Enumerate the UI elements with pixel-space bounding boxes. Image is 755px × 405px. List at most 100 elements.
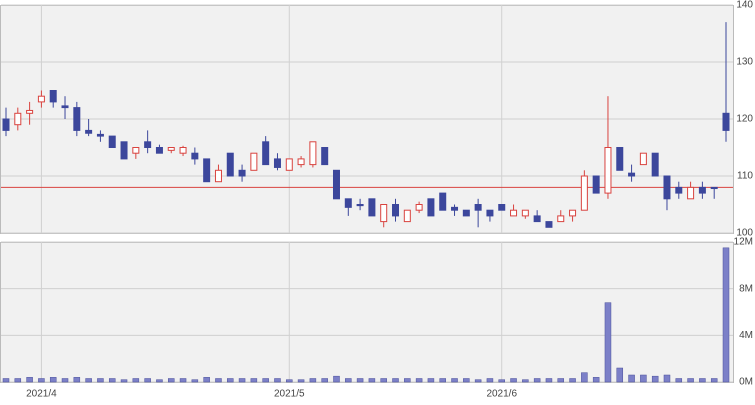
volume-bar [297,379,305,383]
candle-body [639,152,647,166]
volume-bar [592,377,600,383]
volume-bar [498,379,505,383]
candle-body [569,209,577,217]
volume-bar [380,378,387,383]
volume-bar [274,378,281,383]
candle-body [191,152,199,160]
volume-bar [333,375,340,383]
volume-bar [156,379,163,383]
candle-body [26,109,34,114]
volume-tick-label: 4M [739,330,753,341]
volume-bar [356,378,364,383]
volume-bar [179,378,187,383]
candle-body [439,192,447,211]
y-tick-label: 120 [736,114,753,125]
volume-bar [144,378,151,383]
candle-body [273,158,281,168]
candle-body [2,118,10,131]
y-tick-label: 110 [737,171,753,182]
candle-body [226,152,234,177]
volume-bar [61,378,69,383]
candle-body [203,158,211,183]
candle-body [427,198,435,217]
volume-bar [628,374,635,383]
volume-bar [451,378,458,383]
candle-body [132,147,140,154]
y-tick-label: 130 [736,57,753,68]
volume-bar [2,378,10,383]
volume-bar [321,378,328,383]
volume-bar [167,378,175,383]
volume-bar [569,378,576,383]
volume-bar [545,378,553,383]
candle-body [651,152,659,177]
x-tick-label: 2021/6 [486,389,517,400]
candle-body [238,169,246,177]
candle-body [37,95,45,103]
candle-body [321,147,329,166]
candle-body [663,175,671,200]
candle-body [533,215,541,223]
candle-body [108,135,116,149]
candle-body [604,147,612,194]
candle-body [85,129,93,134]
volume-bar [215,378,222,383]
volume-bar [675,378,683,383]
candle-body [675,186,683,194]
candle-body [451,206,459,211]
volume-bar [368,378,376,383]
volume-bar [439,378,446,383]
volume-bar [640,374,647,383]
volume-bar [557,378,565,383]
candle-body [344,198,352,208]
volume-bar [38,378,45,383]
candle-body [580,175,588,211]
volume-bar [486,378,494,383]
volume-bar [427,378,435,383]
volume-bar [14,378,22,383]
candle-body [356,204,364,207]
candle-body [309,141,317,166]
volume-bar [710,378,718,383]
volume-bar [699,378,706,383]
volume-bar [26,377,33,383]
candle-body [415,204,423,211]
candle-body [545,221,553,228]
volume-tick-label: 0M [739,377,753,388]
candle-body [474,204,482,211]
y-tick-label: 140 [736,0,753,11]
volume-bar [651,375,659,383]
volume-bar [616,367,624,383]
candle-body [380,204,388,223]
candle-body [250,152,258,171]
candle-body [628,172,636,177]
volume-bar [581,372,588,383]
candle-body [14,112,22,126]
volume-bar [97,378,104,383]
volume-bar [309,378,317,383]
candle-body [498,204,506,211]
volume-bar [722,247,730,383]
candle-body [698,186,706,194]
volume-bar [286,379,293,383]
volume-bar [345,378,352,383]
volume-bar [108,378,116,383]
candle-body [179,147,187,154]
candle-body [285,158,293,171]
x-tick-label: 2021/4 [26,389,57,400]
candle-body [486,209,494,217]
volume-bar [250,378,258,383]
volume-bar [533,378,541,383]
candle-body [61,105,69,109]
volume-bar [227,378,234,383]
volume-bar [238,378,246,383]
volume-bar [132,378,140,383]
volume-bar [663,374,671,383]
volume-bar [120,379,128,383]
candle-body [392,204,400,217]
volume-bar [191,379,199,383]
volume-bar [463,378,470,383]
volume-panel [0,242,734,383]
volume-bar [203,377,210,383]
